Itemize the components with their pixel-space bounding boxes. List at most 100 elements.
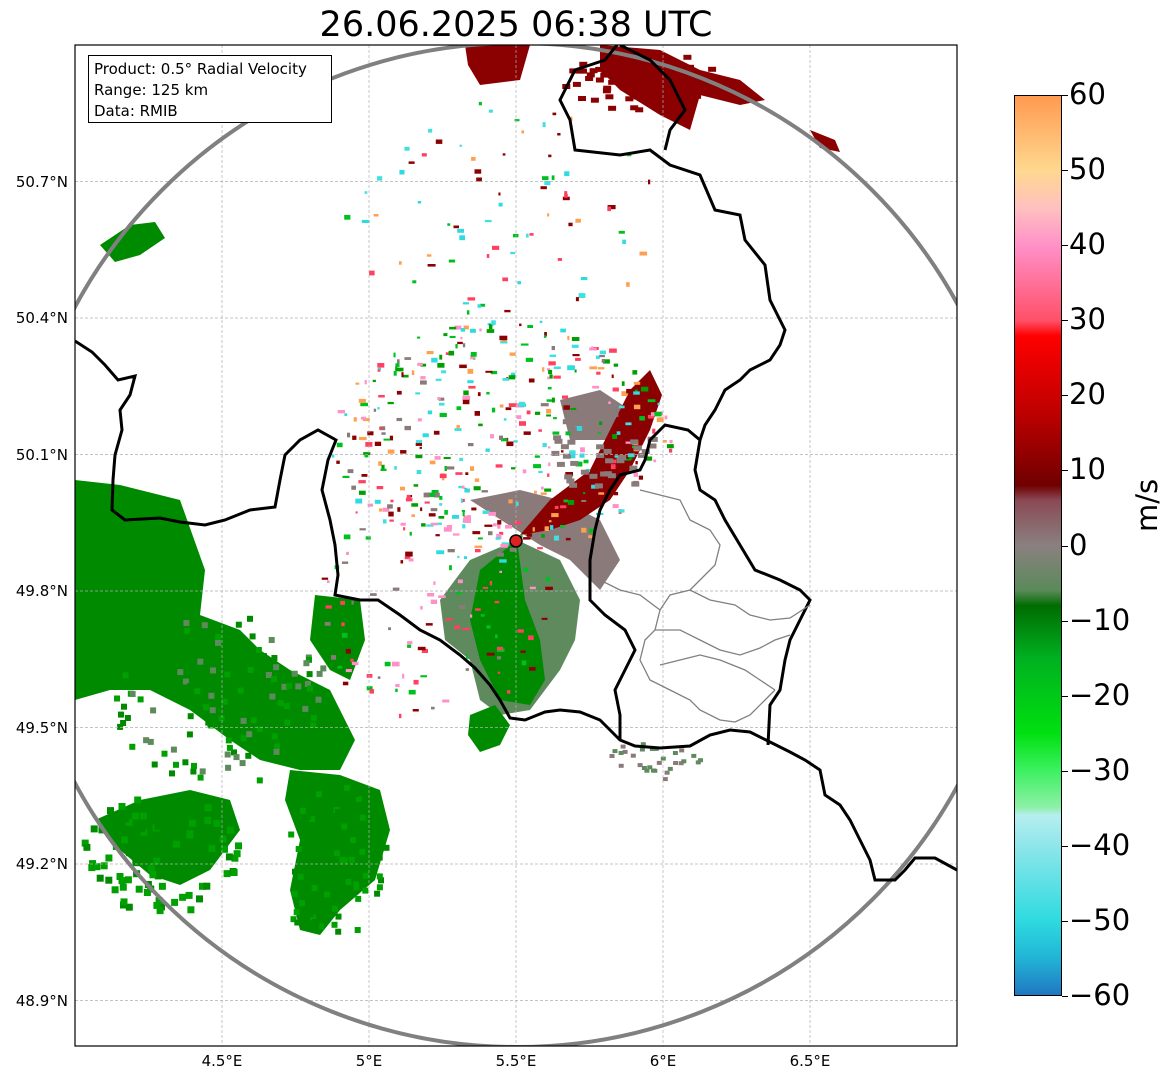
clutter-speckle xyxy=(400,486,405,491)
neutral-speckle xyxy=(612,749,618,754)
clutter-speckle xyxy=(599,354,605,358)
inbound-speckle xyxy=(318,923,324,930)
clutter-speckle xyxy=(351,661,359,666)
clutter-speckle xyxy=(500,544,508,548)
outbound-speckle xyxy=(638,73,647,79)
clutter-speckle xyxy=(485,370,493,373)
clutter-speckle xyxy=(533,464,541,469)
clutter-speckle xyxy=(459,457,463,461)
clutter-speckle xyxy=(477,392,481,397)
inbound-speckle xyxy=(294,919,301,926)
neutral-speckle xyxy=(589,473,598,479)
clutter-speckle xyxy=(452,533,460,536)
inbound-speckle xyxy=(177,669,184,676)
clutter-speckle xyxy=(548,154,552,158)
inbound-speckle xyxy=(319,837,325,844)
clutter-speckle xyxy=(359,436,367,441)
clutter-speckle xyxy=(342,475,350,478)
clutter-speckle xyxy=(420,507,423,512)
clutter-speckle xyxy=(408,161,415,164)
outbound-speckle xyxy=(630,105,639,111)
clutter-speckle xyxy=(409,495,413,498)
neutral-speckle xyxy=(638,452,646,458)
outbound-speckle xyxy=(625,96,634,102)
clutter-speckle xyxy=(486,329,495,333)
clutter-speckle xyxy=(544,488,552,492)
neutral-speckle xyxy=(656,760,662,765)
neutral-speckle xyxy=(609,754,615,758)
inbound-speckle xyxy=(274,743,280,750)
clutter-speckle xyxy=(413,484,419,487)
clutter-speckle xyxy=(523,537,531,540)
clutter-speckle xyxy=(421,523,426,527)
clutter-speckle xyxy=(435,534,440,537)
clutter-speckle xyxy=(428,128,433,133)
inbound-speckle xyxy=(333,850,340,857)
clutter-speckle xyxy=(490,434,494,439)
inbound-speckle xyxy=(306,671,313,678)
clutter-speckle xyxy=(601,359,605,363)
clutter-speckle xyxy=(598,492,605,495)
clutter-speckle xyxy=(388,627,391,631)
clutter-speckle xyxy=(331,454,335,458)
clutter-speckle xyxy=(364,380,367,385)
clutter-speckle xyxy=(589,528,594,534)
inbound-speckle xyxy=(119,883,127,891)
clutter-speckle xyxy=(408,689,416,695)
national-border xyxy=(588,423,701,740)
clutter-speckle xyxy=(444,510,448,515)
clutter-speckle xyxy=(402,673,405,679)
clutter-speckle xyxy=(599,350,606,355)
clutter-speckle xyxy=(420,380,427,385)
inbound-speckle xyxy=(167,626,174,633)
neutral-speckle xyxy=(580,469,589,475)
neutral-speckle xyxy=(603,448,612,454)
clutter-speckle xyxy=(495,537,501,540)
colorbar-tick-label: 60 xyxy=(1069,77,1106,111)
neutral-speckle xyxy=(556,461,565,467)
clutter-speckle xyxy=(387,401,394,405)
outbound-speckle xyxy=(693,93,702,99)
clutter-speckle xyxy=(547,213,550,217)
outbound-speckle xyxy=(605,94,614,100)
inbound-speckle xyxy=(209,646,216,653)
colorbar-unit: m/s xyxy=(1130,478,1164,532)
lon-tick-label: 4.5°E xyxy=(201,1052,243,1070)
inbound-speckle xyxy=(261,653,267,660)
clutter-speckle xyxy=(646,456,653,461)
inbound-speckle xyxy=(237,687,244,694)
inbound-speckle xyxy=(278,671,285,678)
inbound-speckle xyxy=(120,898,128,906)
inbound-speckle xyxy=(304,681,311,687)
clutter-speckle xyxy=(546,408,552,414)
colorbar-tick-mark xyxy=(1062,620,1068,622)
clutter-speckle xyxy=(457,341,463,345)
clutter-speckle xyxy=(417,201,422,204)
clutter-speckle xyxy=(389,435,393,441)
clutter-speckle xyxy=(470,352,477,357)
clutter-speckle xyxy=(499,404,504,408)
inbound-speckle xyxy=(245,752,252,759)
inbound-speckle xyxy=(302,799,309,806)
clutter-speckle xyxy=(325,605,332,609)
neutral-speckle xyxy=(569,482,578,488)
clutter-speckle xyxy=(456,425,460,429)
clutter-speckle xyxy=(364,191,368,194)
clutter-speckle xyxy=(396,417,403,422)
inbound-speckle xyxy=(312,919,319,925)
inbound-speckle xyxy=(118,711,124,718)
neutral-speckle xyxy=(664,770,670,775)
neutral-speckle xyxy=(631,481,640,487)
inbound-speckle xyxy=(311,885,318,891)
national-border xyxy=(619,45,687,151)
clutter-speckle xyxy=(441,370,447,374)
inbound-speckle xyxy=(297,873,304,880)
neutral-speckle xyxy=(637,763,643,768)
inbound-speckle xyxy=(291,747,298,754)
inbound-speckle xyxy=(378,877,384,884)
clutter-speckle xyxy=(361,474,368,477)
outbound-speckle xyxy=(683,54,692,60)
inbound-speckle xyxy=(302,705,309,712)
clutter-speckle xyxy=(497,656,501,660)
neutral-speckle xyxy=(678,761,684,766)
